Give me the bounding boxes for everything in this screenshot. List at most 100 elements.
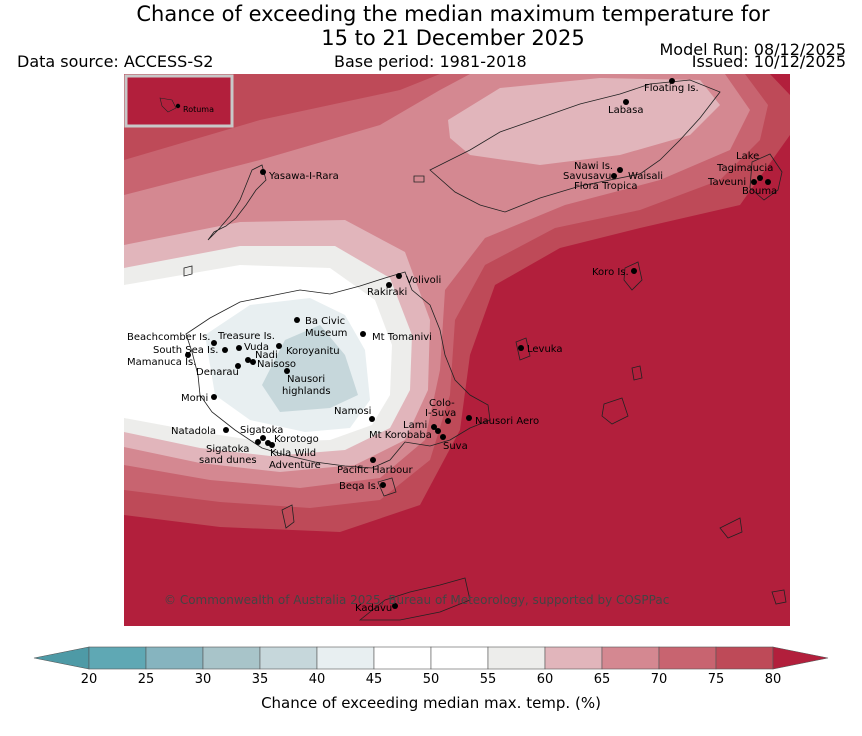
label-lake: Lake (736, 151, 759, 162)
copyright-notice: © Commonwealth of Australia 2025, Bureau… (164, 593, 669, 607)
colorbar-upper-extension (772, 646, 829, 670)
label-natadola: Natadola (171, 426, 216, 437)
rotuma-marker (175, 103, 181, 109)
yasawa-coast (207, 164, 267, 241)
colorbar-segment (715, 646, 774, 670)
marker-lake (757, 175, 763, 181)
colorbar-tick-label: 25 (137, 672, 155, 687)
map-svg: Rotuma (124, 74, 790, 626)
band-55-60-north (448, 78, 720, 165)
inset-frame (124, 74, 234, 128)
colorbar-segment (316, 646, 375, 670)
marker-momi (211, 394, 217, 400)
colorbar-tick-label: 80 (764, 672, 782, 687)
marker-nausori-highlands (284, 368, 290, 374)
colorbar-segment (544, 646, 603, 670)
marker-colo-i-suva (445, 418, 451, 424)
title-line-2: 15 to 21 December 2025 (321, 26, 585, 50)
label-rakiraki: Rakiraki (367, 287, 407, 298)
colorbar-segment (145, 646, 204, 670)
label-denarau: Denarau (196, 367, 239, 378)
marker-lami (431, 424, 437, 430)
beqa-coast (377, 477, 397, 497)
marker-mt-korobaba (435, 428, 441, 434)
label-museum: Museum (305, 328, 347, 339)
place-labels: Floating Is. Labasa Yasawa-I-Rara Nawi I… (127, 83, 777, 614)
colorbar-segment (259, 646, 318, 670)
label-lami: Lami (403, 420, 427, 431)
marker-yasawa (260, 169, 266, 175)
base-period: Base period: 1981-2018 (334, 52, 527, 71)
kadavu-coast (358, 577, 471, 621)
island-east-1 (601, 397, 629, 425)
marker-labasa (623, 99, 629, 105)
marker-suva (440, 434, 446, 440)
label-treasure: Treasure Is. (217, 331, 275, 342)
colorbar-tick-label: 50 (422, 672, 440, 687)
colorbar-tick-label: 60 (536, 672, 554, 687)
coastlines (183, 79, 787, 621)
label-pacific-harbour: Pacific Harbour (337, 465, 414, 476)
colorbar-segment (601, 646, 660, 670)
marker-treasure (236, 345, 242, 351)
data-source: Data source: ACCESS-S2 (17, 52, 214, 71)
label-kula: Kula Wild (270, 448, 316, 459)
marker-kula (269, 442, 275, 448)
label-nadi: Nadi (255, 350, 278, 361)
band-30-35 (262, 325, 358, 412)
marker-nadi (245, 357, 251, 363)
marker-kadavu (392, 603, 398, 609)
marker-volivoli (396, 273, 402, 279)
marker-pacific-harbour (370, 457, 376, 463)
marker-savusavu (611, 173, 617, 179)
label-bouma: Bouma (742, 186, 777, 197)
label-floating-is: Floating Is. (644, 83, 699, 94)
colorbar-tick-label: 65 (593, 672, 611, 687)
marker-bouma (765, 179, 771, 185)
label-tomanivi: Mt Tomanivi (372, 332, 432, 343)
label-vuda: Vuda (244, 342, 269, 353)
marker-floating-is (669, 78, 675, 84)
marker-namosi (369, 416, 375, 422)
marker-sigatoka (260, 435, 266, 441)
label-koroyanitu: Koroyanitu (286, 346, 340, 357)
label-naisoso: Naisoso (257, 359, 296, 370)
colorbar-segment (88, 646, 147, 670)
marker-koroyanitu (276, 343, 282, 349)
label-beachcomber: Beachcomber Is. (127, 332, 210, 343)
forecast-map: Rotuma (124, 74, 790, 626)
label-nausori: Nausori (287, 374, 325, 385)
vanua-levu-coast (429, 79, 721, 213)
colorbar-segment (487, 646, 546, 670)
label-waisali: Waisali (628, 171, 663, 182)
label-sigatoka: Sigatoka (240, 425, 283, 436)
colorbar (30, 644, 830, 676)
label-savusavu: Savusavu (563, 171, 611, 182)
colorbar-tick-label: 20 (80, 672, 98, 687)
title-line-1: Chance of exceeding the median maximum t… (136, 2, 770, 26)
label-nawi: Nawi Is. (574, 161, 613, 172)
label-colo: Colo- (429, 398, 455, 409)
label-mamanuca: Mamanuca Is. (127, 357, 196, 368)
label-i-suva: I-Suva (425, 408, 456, 419)
colorbar-tick-label: 40 (308, 672, 326, 687)
marker-naisoso (250, 359, 256, 365)
island-west (183, 265, 193, 277)
koro-coast (623, 261, 643, 291)
issued-date: Issued: 10/12/2025 (691, 52, 846, 71)
label-south-sea: South Sea Is. (153, 345, 218, 356)
label-volivoli: Volivoli (406, 275, 441, 286)
label-kadavu: Kadavu (355, 603, 392, 614)
colorbar-tick-label: 75 (707, 672, 725, 687)
location-markers (185, 78, 771, 609)
marker-nausori-aero (466, 415, 472, 421)
colorbar-segment (430, 646, 489, 670)
label-sigatoka-2: Sigatoka (206, 444, 249, 455)
colorbar-segments (88, 646, 774, 670)
colorbar-tick-label: 35 (251, 672, 269, 687)
marker-denarau (235, 363, 241, 369)
colorbar-tick-label: 55 (479, 672, 497, 687)
rotuma-coast (159, 97, 177, 113)
label-yasawa: Yasawa-I-Rara (268, 171, 339, 182)
colorbar-label: Chance of exceeding median max. temp. (%… (261, 694, 601, 712)
